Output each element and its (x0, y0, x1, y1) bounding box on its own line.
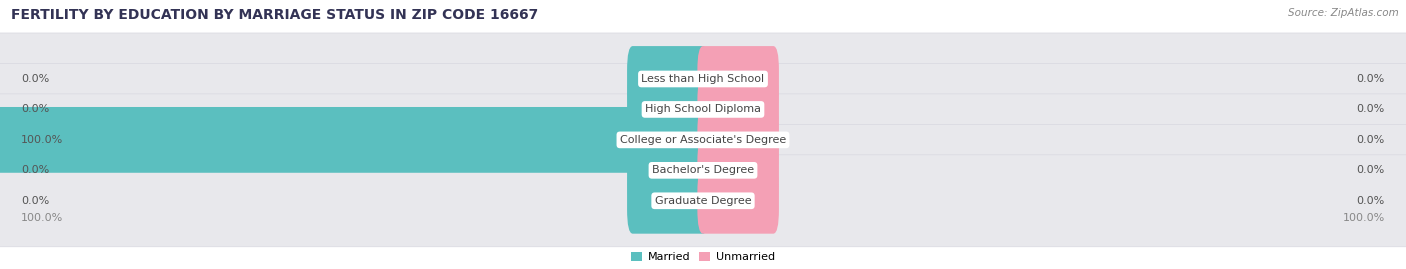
Text: 0.0%: 0.0% (1357, 165, 1385, 175)
Text: Source: ZipAtlas.com: Source: ZipAtlas.com (1288, 8, 1399, 18)
Text: Graduate Degree: Graduate Degree (655, 196, 751, 206)
Text: College or Associate's Degree: College or Associate's Degree (620, 135, 786, 145)
FancyBboxPatch shape (0, 33, 1406, 125)
Text: Bachelor's Degree: Bachelor's Degree (652, 165, 754, 175)
FancyBboxPatch shape (0, 124, 1406, 216)
Text: 0.0%: 0.0% (21, 104, 49, 114)
FancyBboxPatch shape (697, 46, 779, 112)
FancyBboxPatch shape (697, 168, 779, 234)
Text: 0.0%: 0.0% (21, 196, 49, 206)
Text: 0.0%: 0.0% (1357, 74, 1385, 84)
FancyBboxPatch shape (627, 46, 709, 112)
Text: Less than High School: Less than High School (641, 74, 765, 84)
Text: 100.0%: 100.0% (21, 135, 63, 145)
Text: 0.0%: 0.0% (21, 74, 49, 84)
FancyBboxPatch shape (0, 107, 709, 173)
Text: High School Diploma: High School Diploma (645, 104, 761, 114)
Text: 100.0%: 100.0% (1343, 213, 1385, 224)
FancyBboxPatch shape (0, 63, 1406, 155)
Text: 0.0%: 0.0% (1357, 135, 1385, 145)
FancyBboxPatch shape (697, 137, 779, 203)
Text: FERTILITY BY EDUCATION BY MARRIAGE STATUS IN ZIP CODE 16667: FERTILITY BY EDUCATION BY MARRIAGE STATU… (11, 8, 538, 22)
Text: 0.0%: 0.0% (21, 165, 49, 175)
Legend: Married, Unmarried: Married, Unmarried (627, 247, 779, 267)
Text: 100.0%: 100.0% (21, 213, 63, 224)
FancyBboxPatch shape (627, 168, 709, 234)
FancyBboxPatch shape (697, 107, 779, 173)
FancyBboxPatch shape (0, 155, 1406, 247)
FancyBboxPatch shape (0, 94, 1406, 186)
Text: 0.0%: 0.0% (1357, 196, 1385, 206)
Text: 0.0%: 0.0% (1357, 104, 1385, 114)
FancyBboxPatch shape (627, 77, 709, 142)
FancyBboxPatch shape (697, 77, 779, 142)
FancyBboxPatch shape (627, 137, 709, 203)
